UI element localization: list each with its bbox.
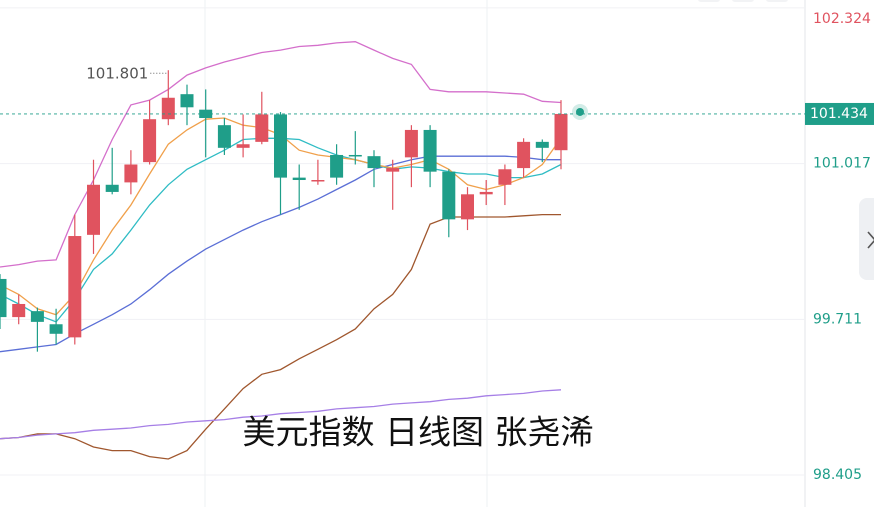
- candle-body: [180, 94, 194, 108]
- chevron-icon: [867, 231, 874, 249]
- y-tick-label: 99.711: [813, 311, 862, 327]
- candle-body: [143, 119, 157, 163]
- candle-body: [0, 278, 7, 318]
- last-price-label: 101.434: [810, 106, 868, 122]
- last-price-dot: [576, 107, 584, 116]
- plot-area: [0, 7, 805, 476]
- candle-body: [12, 303, 26, 318]
- candle-body: [461, 194, 474, 220]
- candle-body: [517, 141, 531, 169]
- candle-body: [311, 180, 325, 182]
- toolbar-button[interactable]: [732, 0, 754, 2]
- toolbar-button[interactable]: [698, 0, 720, 2]
- candle-body: [535, 141, 549, 148]
- y-tick-label: 98.405: [813, 467, 862, 483]
- candle-body: [367, 156, 381, 169]
- candle-body: [49, 324, 63, 334]
- candle-body: [124, 164, 138, 183]
- candle-body: [274, 114, 287, 178]
- candle-body: [292, 177, 306, 181]
- indicator-line: [0, 389, 562, 440]
- candle-body: [217, 125, 231, 148]
- candle-body: [554, 113, 568, 151]
- candle-body: [404, 129, 418, 158]
- y-tick-label: 102.324: [813, 11, 871, 27]
- chart-title: 美元指数 日线图 张尧浠: [243, 413, 594, 452]
- candle-body: [87, 184, 100, 235]
- candle-body: [255, 114, 269, 142]
- candle-body: [161, 97, 175, 120]
- candle-body: [498, 169, 512, 185]
- toolbar-button[interactable]: [766, 0, 788, 2]
- candle-body: [348, 154, 362, 157]
- y-tick-label: 101.017: [813, 156, 871, 172]
- side-panel-toggle[interactable]: [859, 198, 874, 280]
- high-label: 101.801: [86, 65, 148, 83]
- candle-body: [386, 168, 400, 172]
- candle-body: [442, 171, 456, 220]
- candle-body: [30, 311, 44, 322]
- candle-body: [236, 144, 250, 148]
- candle-body: [68, 236, 82, 338]
- last-price-box: [805, 102, 874, 125]
- candle-body: [423, 129, 437, 172]
- candle-body: [330, 154, 344, 178]
- candle-body: [479, 191, 493, 195]
- indicator-line: [0, 155, 561, 353]
- candle-body: [105, 184, 119, 192]
